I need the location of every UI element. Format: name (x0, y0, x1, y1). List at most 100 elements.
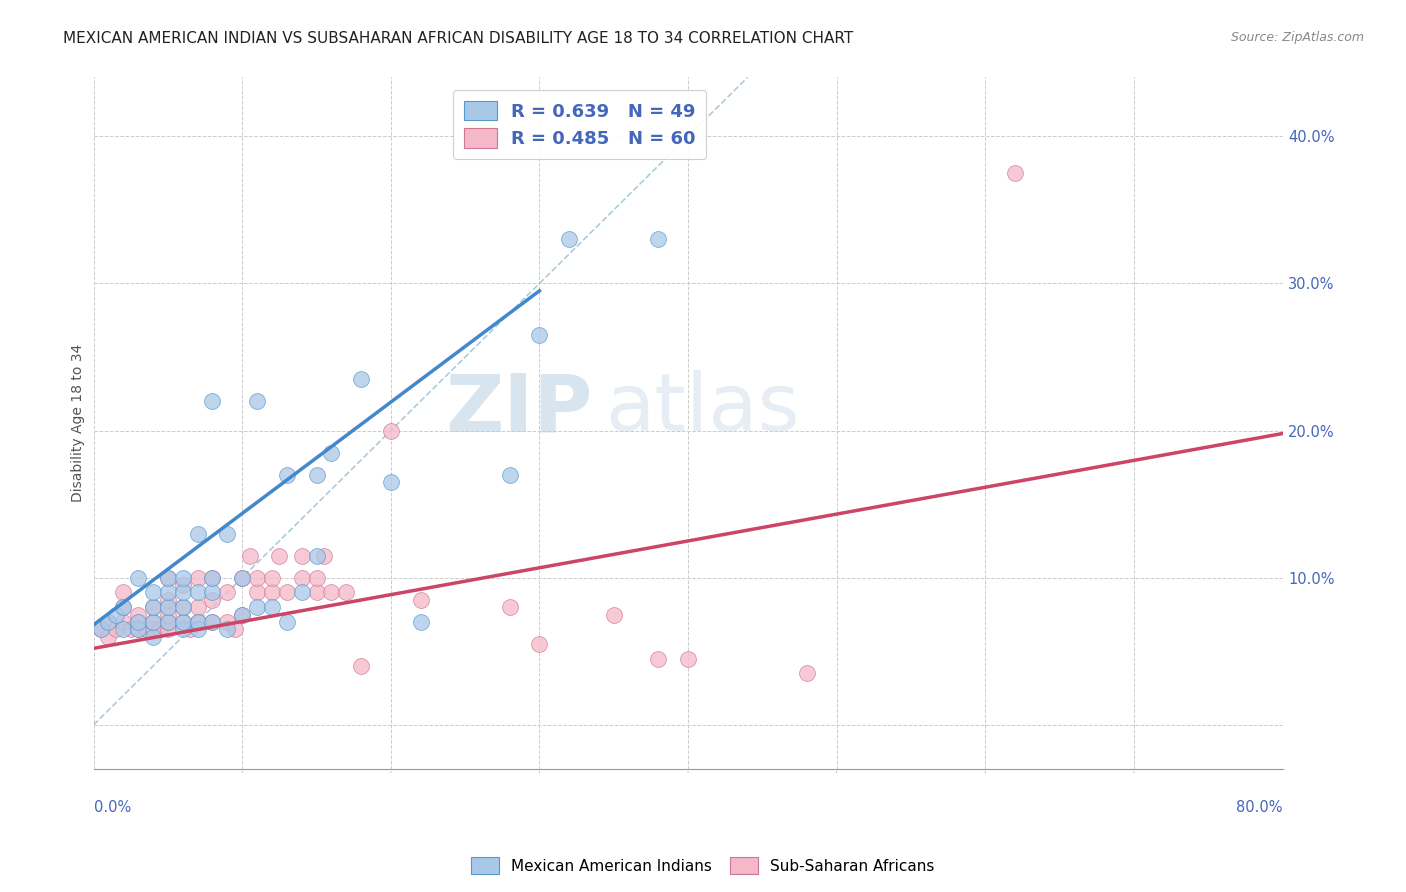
Point (321, 585, 343, 599)
Point (104, 622, 127, 636)
Point (90, 622, 112, 636)
Point (142, 585, 165, 599)
Point (201, 571, 224, 585)
Point (201, 571, 224, 585)
Text: MEXICAN AMERICAN INDIAN VS SUBSAHARAN AFRICAN DISABILITY AGE 18 TO 34 CORRELATIO: MEXICAN AMERICAN INDIAN VS SUBSAHARAN AF… (63, 31, 853, 46)
Text: Source: ZipAtlas.com: Source: ZipAtlas.com (1230, 31, 1364, 45)
Point (350, 659, 373, 673)
Point (246, 600, 269, 615)
Point (231, 607, 253, 622)
Text: 0.0%: 0.0% (94, 799, 131, 814)
Point (156, 585, 179, 599)
Point (499, 600, 522, 615)
Point (172, 585, 194, 599)
Point (142, 622, 165, 636)
Point (127, 622, 149, 636)
Point (172, 571, 194, 585)
Point (201, 585, 224, 599)
Point (312, 549, 335, 563)
Y-axis label: Disability Age 18 to 34: Disability Age 18 to 34 (72, 344, 86, 502)
Point (156, 571, 179, 585)
Point (172, 615, 194, 629)
Point (217, 585, 239, 599)
Point (201, 615, 224, 629)
Point (179, 622, 201, 636)
Point (529, 327, 551, 342)
Point (558, 232, 581, 246)
Point (156, 615, 179, 629)
Point (380, 475, 402, 489)
Point (142, 600, 165, 615)
Point (380, 424, 402, 438)
Point (156, 607, 179, 622)
Point (120, 622, 142, 636)
Legend: Mexican American Indians, Sub-Saharan Africans: Mexican American Indians, Sub-Saharan Af… (465, 851, 941, 880)
Point (127, 607, 149, 622)
Point (350, 372, 373, 386)
Point (156, 592, 179, 607)
Point (149, 622, 172, 636)
Point (201, 615, 224, 629)
Point (90, 622, 112, 636)
Point (187, 585, 209, 599)
Point (142, 600, 165, 615)
Point (335, 585, 357, 599)
Point (112, 615, 135, 629)
Point (217, 526, 239, 541)
Point (231, 571, 253, 585)
Point (97, 630, 120, 644)
Point (276, 615, 298, 629)
Point (305, 571, 328, 585)
Text: ZIP: ZIP (446, 370, 593, 449)
Point (291, 571, 314, 585)
Point (201, 394, 224, 409)
Point (409, 592, 432, 607)
Point (276, 585, 298, 599)
Point (187, 622, 209, 636)
Point (647, 232, 669, 246)
Point (112, 600, 135, 615)
Point (409, 615, 432, 629)
Point (239, 549, 262, 563)
Point (796, 666, 818, 681)
Point (217, 622, 239, 636)
Text: atlas: atlas (605, 370, 799, 449)
Point (224, 622, 246, 636)
Point (321, 445, 343, 459)
Point (97, 615, 120, 629)
Point (142, 615, 165, 629)
Point (172, 615, 194, 629)
Point (529, 637, 551, 651)
Point (676, 651, 699, 665)
Point (187, 615, 209, 629)
Point (127, 615, 149, 629)
Point (156, 600, 179, 615)
Point (97, 615, 120, 629)
Point (104, 607, 127, 622)
Point (112, 585, 135, 599)
Point (305, 549, 328, 563)
Point (246, 585, 269, 599)
Point (172, 578, 194, 592)
Point (142, 630, 165, 644)
Point (231, 571, 253, 585)
Point (291, 549, 314, 563)
Point (187, 615, 209, 629)
Point (112, 622, 135, 636)
Point (187, 600, 209, 615)
Point (305, 467, 328, 482)
Point (187, 526, 209, 541)
Point (260, 585, 283, 599)
Point (1004, 166, 1026, 180)
Point (647, 651, 669, 665)
Point (142, 615, 165, 629)
Point (260, 600, 283, 615)
Point (187, 571, 209, 585)
Point (127, 622, 149, 636)
Point (499, 467, 522, 482)
Point (172, 600, 194, 615)
Point (201, 592, 224, 607)
Point (156, 615, 179, 629)
Point (260, 571, 283, 585)
Point (246, 394, 269, 409)
